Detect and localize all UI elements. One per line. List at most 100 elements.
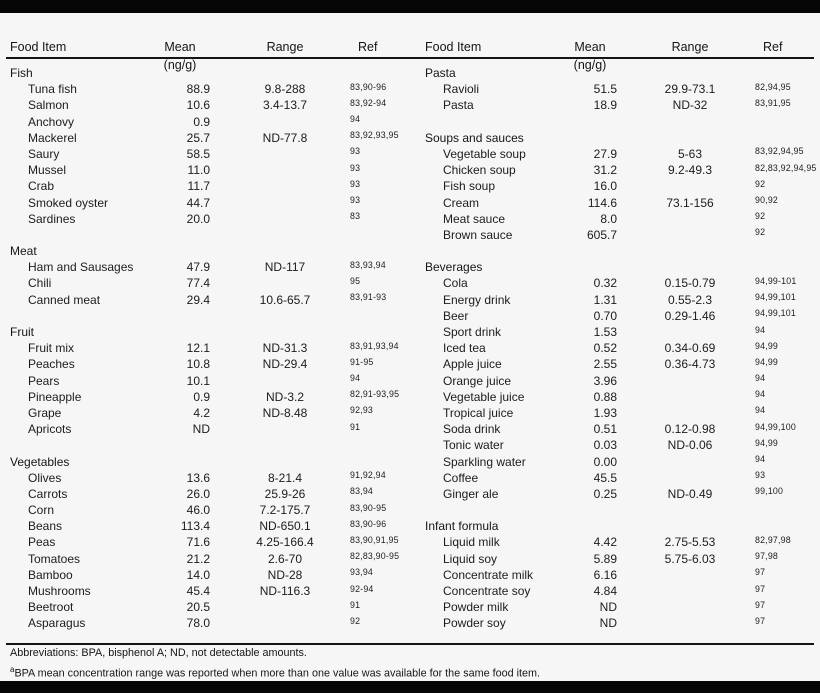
mean-value: 605.7 bbox=[586, 227, 617, 242]
mean-value: 12.1 bbox=[186, 341, 210, 356]
range-value bbox=[625, 405, 755, 421]
mean-value: 21.2 bbox=[186, 551, 210, 566]
ref-value: 83,92-94 bbox=[350, 97, 387, 108]
ref-value: 92 bbox=[755, 211, 766, 222]
mean-value: 78.0 bbox=[186, 616, 210, 631]
food-item-name: Apricots bbox=[28, 422, 72, 437]
food-item-name: Powder milk bbox=[443, 600, 509, 615]
ref-value: 83,93,94 bbox=[350, 259, 386, 270]
food-item-name: Saury bbox=[28, 146, 60, 161]
ref-value: 92 bbox=[350, 615, 361, 626]
food-item-name: Powder soy bbox=[443, 616, 506, 631]
range-value bbox=[220, 615, 350, 631]
mean-value: 0.9 bbox=[193, 114, 210, 129]
group-label-row: Pasta bbox=[425, 65, 815, 81]
food-item-name: Cream bbox=[443, 195, 480, 210]
ref-value: 91 bbox=[350, 599, 361, 610]
food-item-name: Brown sauce bbox=[443, 227, 513, 242]
ref-value: 94,99,101 bbox=[755, 308, 796, 319]
food-item-name: Tuna fish bbox=[28, 82, 77, 97]
table-row: Brown sauce 605.7 92 bbox=[425, 227, 815, 243]
table-row: Fruit mix 12.1 ND-31.3 83,91,93,94 bbox=[10, 340, 410, 356]
mean-value: 4.42 bbox=[593, 535, 617, 550]
range-value bbox=[625, 389, 755, 405]
table-row: Beetroot 20.5 91 bbox=[10, 599, 410, 615]
mean-value: 5.89 bbox=[593, 551, 617, 566]
food-item-name: Sport drink bbox=[443, 325, 502, 339]
table-row: Vegetable juice 0.88 94 bbox=[425, 389, 815, 405]
ref-value: 97 bbox=[755, 599, 766, 610]
food-group-label: Beverages bbox=[425, 260, 483, 275]
range-value: 0.36-4.73 bbox=[664, 357, 716, 372]
range-value: 73.1-156 bbox=[666, 195, 714, 210]
food-item-name: Sardines bbox=[28, 211, 76, 226]
ref-value: 92 bbox=[755, 178, 766, 189]
mean-value: ND bbox=[599, 616, 617, 631]
table-row: Peaches 10.8 ND-29.4 91-95 bbox=[10, 356, 410, 372]
table-row: Pasta 18.9 ND-32 83,91,95 bbox=[425, 97, 815, 113]
range-value bbox=[220, 146, 350, 162]
range-value: ND-28 bbox=[267, 567, 303, 582]
range-value: 7.2-175.7 bbox=[259, 503, 311, 518]
food-item-name: Carrots bbox=[28, 486, 68, 501]
column-header-mean: Mean (ng/g) bbox=[163, 40, 197, 72]
food-item-name: Crab bbox=[28, 179, 55, 194]
mean-value: 45.4 bbox=[186, 584, 210, 598]
mean-value: 44.7 bbox=[186, 195, 210, 210]
table-row: Coffee 45.5 93 bbox=[425, 470, 815, 486]
bottom-border-bar bbox=[0, 681, 820, 693]
ref-value: 94 bbox=[755, 324, 766, 335]
range-value bbox=[625, 615, 755, 631]
range-value: 10.6-65.7 bbox=[259, 292, 311, 307]
table-row: Tomatoes 21.2 2.6-70 82,83,90-95 bbox=[10, 551, 410, 567]
food-item-name: Grape bbox=[28, 405, 62, 420]
food-item-name: Cola bbox=[443, 276, 468, 291]
table-row: Anchovy 0.9 94 bbox=[10, 114, 410, 130]
ref-value: 94,99-101 bbox=[755, 275, 797, 286]
ref-value: 93 bbox=[350, 195, 361, 205]
group-label-row: Fish bbox=[10, 65, 410, 81]
ref-value: 97 bbox=[755, 615, 766, 626]
food-item-name: Beetroot bbox=[28, 600, 74, 615]
food-item-name: Beans bbox=[28, 519, 63, 534]
range-value bbox=[220, 178, 350, 194]
food-item-name: Smoked oyster bbox=[28, 195, 109, 210]
range-value bbox=[625, 599, 755, 615]
range-value: 0.12-0.98 bbox=[664, 422, 716, 437]
mean-value: 1.93 bbox=[593, 405, 617, 420]
range-value: 0.15-0.79 bbox=[664, 276, 716, 291]
food-item-name: Chicken soup bbox=[443, 163, 516, 178]
table-row: Energy drink 1.31 0.55-2.3 94,99,101 bbox=[425, 292, 815, 308]
mean-value: 26.0 bbox=[186, 486, 210, 501]
table-row: Canned meat 29.4 10.6-65.7 83,91-93 bbox=[10, 292, 410, 308]
table-row: Sparkling water 0.00 94 bbox=[425, 454, 815, 470]
group-label-row: Vegetables bbox=[10, 454, 410, 470]
food-item-name: Olives bbox=[28, 470, 62, 485]
ref-value: 97,98 bbox=[755, 551, 779, 562]
footnote-abbreviations: Abbreviations: BPA, bisphenol A; ND, not… bbox=[10, 647, 307, 659]
mean-value: 29.4 bbox=[186, 292, 210, 307]
ref-value: 83,94 bbox=[350, 486, 374, 497]
range-value: ND-117 bbox=[264, 260, 306, 275]
mean-value: 16.0 bbox=[593, 179, 617, 194]
mean-value: 10.1 bbox=[186, 373, 210, 388]
food-group-label: Pasta bbox=[425, 66, 456, 80]
food-group: Beverages Cola 0.32 0.15-0.79 94,99-101 Energ… bbox=[425, 259, 815, 502]
mean-value: 0.32 bbox=[593, 276, 617, 291]
footnote-range-note: aBPA mean concentration range was report… bbox=[10, 662, 810, 682]
mean-value: 6.16 bbox=[593, 567, 617, 582]
range-value bbox=[220, 195, 350, 211]
group-label-row: Soups and sauces bbox=[425, 130, 815, 146]
mean-value: 20.0 bbox=[186, 211, 210, 226]
food-item-name: Fruit mix bbox=[28, 341, 74, 356]
food-group: Meat Ham and Sausages 47.9 ND-117 83,93,94 Ch… bbox=[10, 243, 410, 308]
range-value: 8-21.4 bbox=[267, 470, 303, 485]
table-row: Carrots 26.0 25.9-26 83,94 bbox=[10, 486, 410, 502]
table-row: Concentrate milk 6.16 97 bbox=[425, 567, 815, 583]
food-item-name: Beer bbox=[443, 308, 469, 323]
table-row: Apricots ND 91 bbox=[10, 421, 410, 437]
mean-value: 46.0 bbox=[186, 503, 210, 518]
footnote-marker: a bbox=[10, 664, 15, 674]
food-group: Fish Tuna fish 88.9 9.8-288 83,90-96 Salmon 10… bbox=[10, 65, 410, 227]
